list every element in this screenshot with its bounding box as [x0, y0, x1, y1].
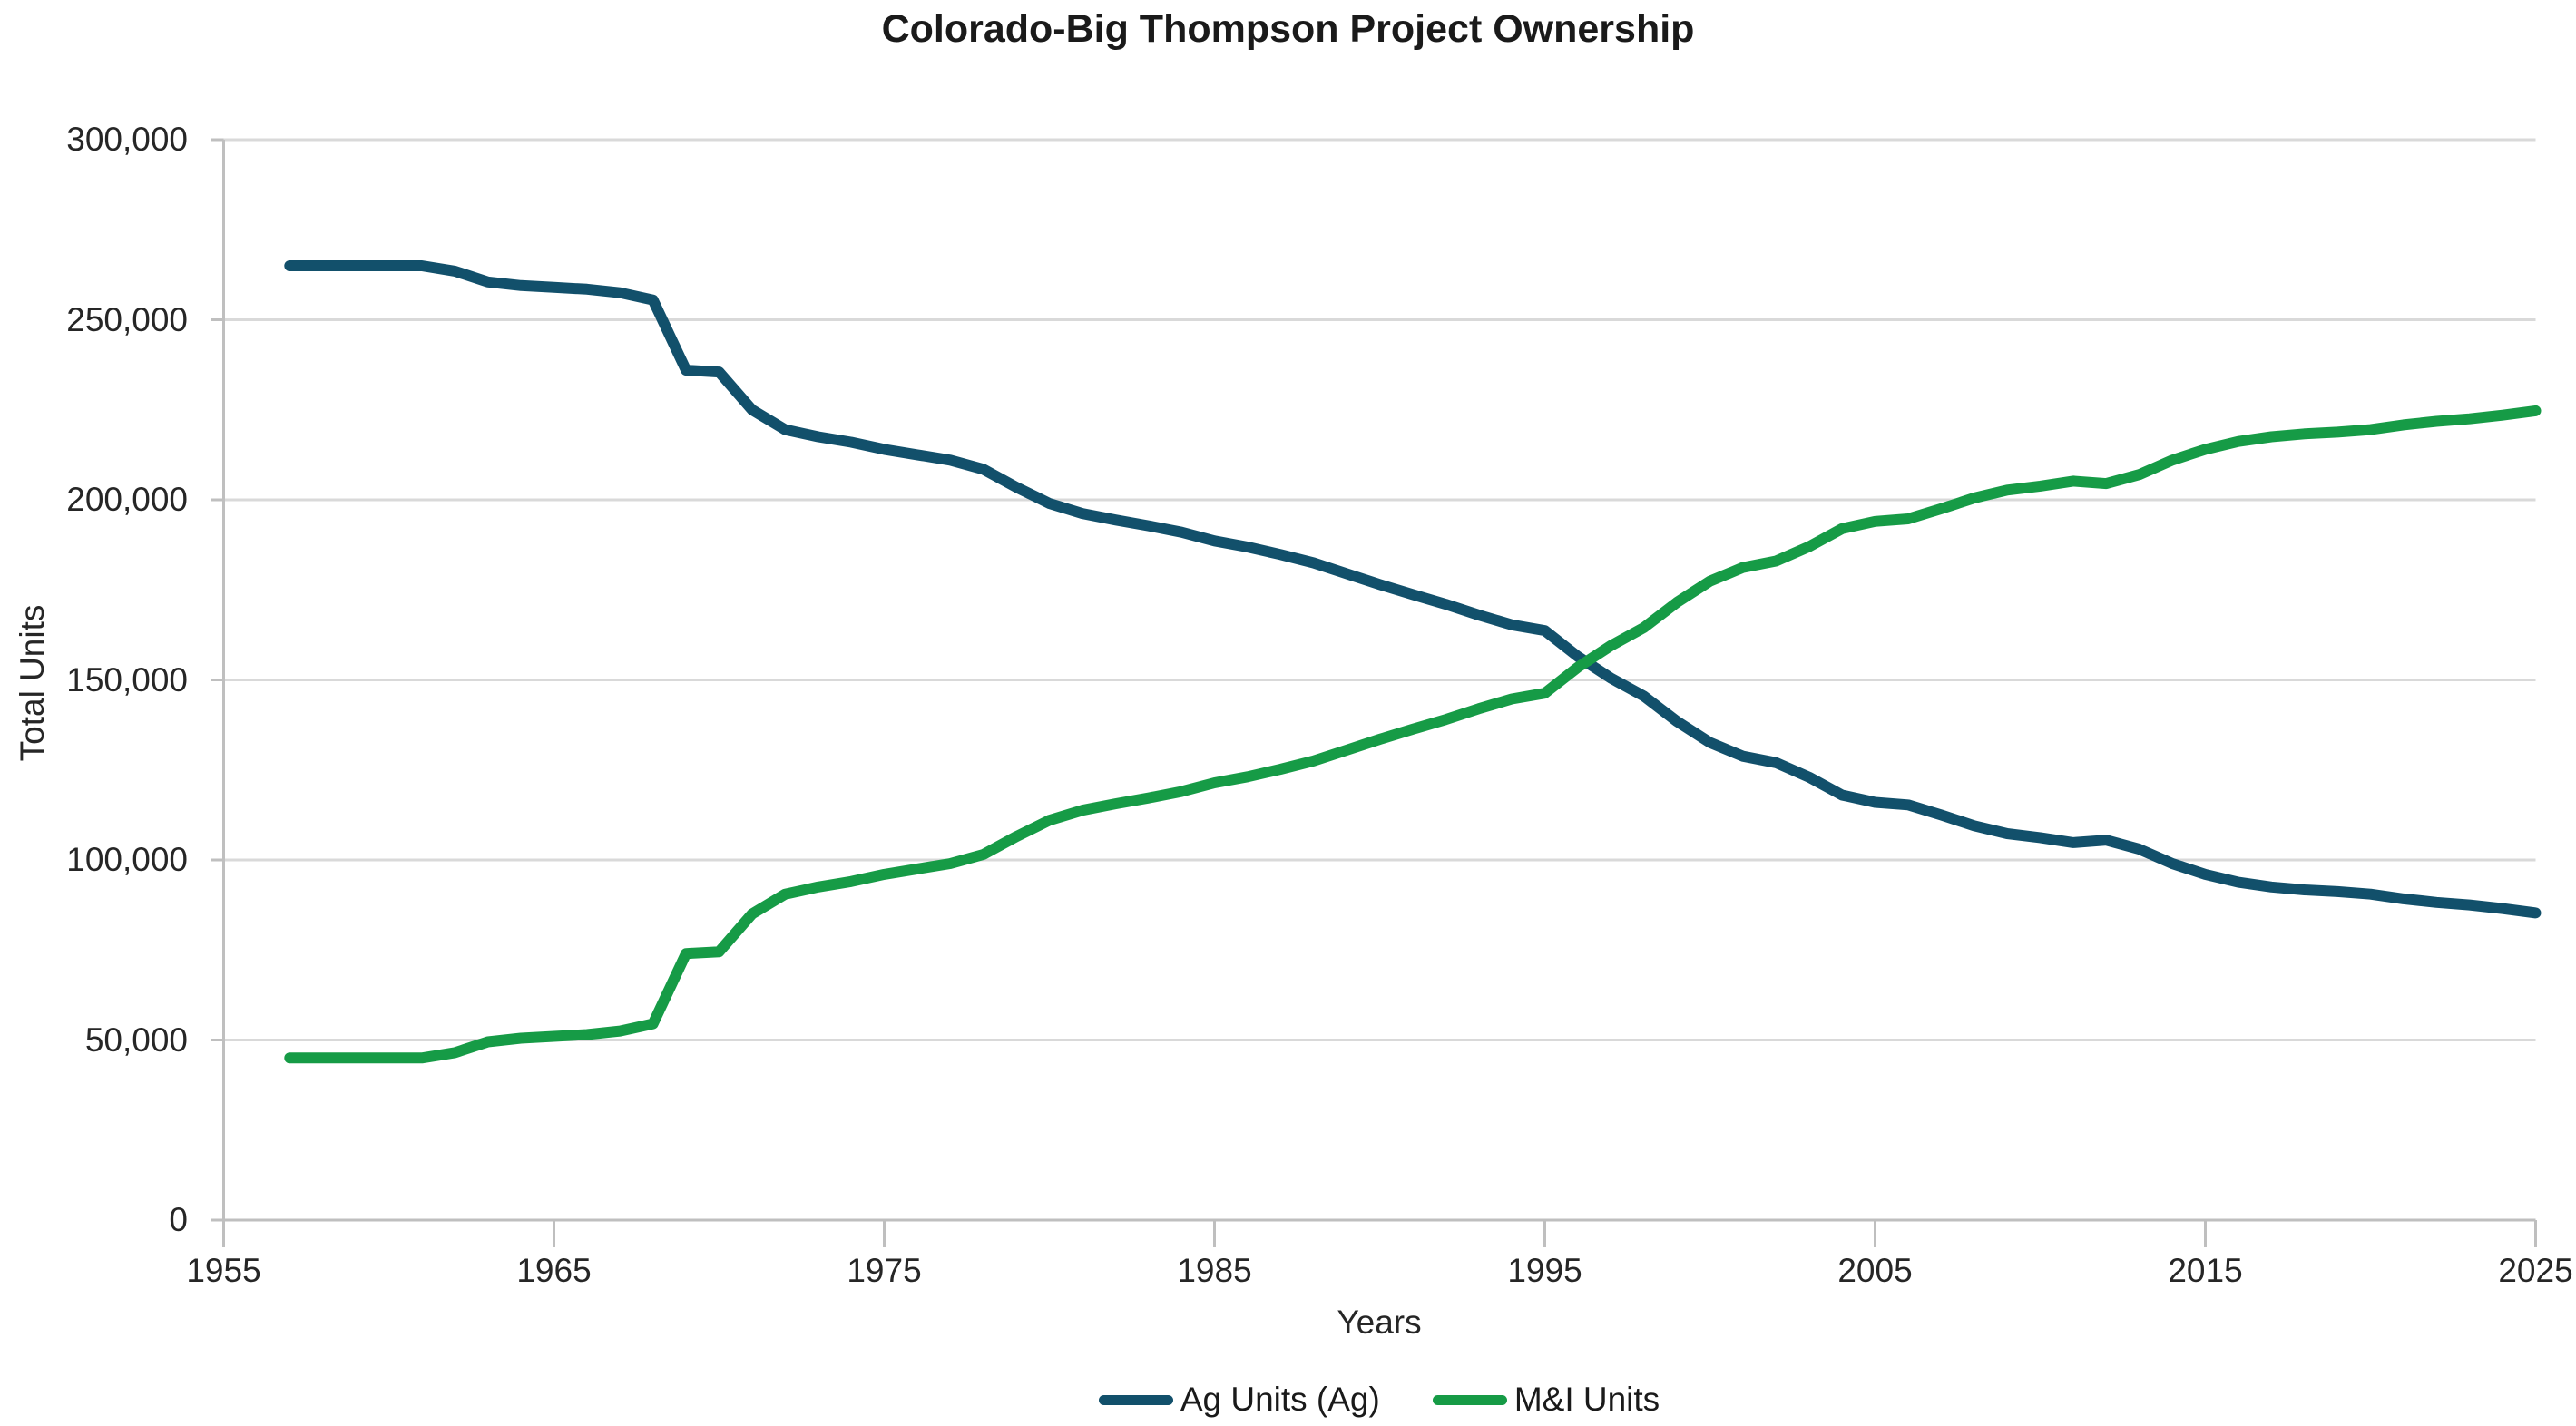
x-tick-label: 2015 [2168, 1252, 2243, 1289]
y-tick-label: 300,000 [66, 121, 188, 158]
x-tick-label: 1965 [516, 1252, 592, 1289]
mi-line-swatch-icon [1432, 1394, 1507, 1405]
series-line-0 [284, 260, 2542, 919]
ag-line-swatch-icon [1098, 1394, 1173, 1405]
series-line-1 [284, 405, 2542, 1064]
gridlines-group [223, 138, 2536, 1041]
chart-title: Colorado-Big Thompson Project Ownership [881, 7, 1695, 51]
series-group [284, 260, 2542, 1064]
y-tick-label: 0 [169, 1201, 188, 1238]
legend-label-mi: M&I Units [1513, 1381, 1660, 1418]
y-axis-title: Total Units [14, 604, 51, 762]
x-tick-label: 1955 [186, 1252, 261, 1289]
x-tick-label: 1995 [1507, 1252, 1582, 1289]
y-tick-label: 150,000 [66, 660, 188, 698]
x-tick-label: 1985 [1177, 1252, 1252, 1289]
y-tick-label: 50,000 [84, 1021, 188, 1059]
legend-item-mi: M&I Units [1432, 1381, 1660, 1419]
axes-group [211, 138, 2537, 1247]
legend-item-ag: Ag Units (Ag) [1098, 1381, 1380, 1419]
x-axis-title: Years [1337, 1304, 1422, 1341]
x-tick-label: 2025 [2498, 1252, 2573, 1289]
x-tick-label: 2005 [1837, 1252, 1913, 1289]
legend-label-ag: Ag Units (Ag) [1180, 1381, 1380, 1418]
y-tick-label: 100,000 [66, 841, 188, 878]
x-tick-label: 1975 [847, 1252, 922, 1289]
y-tick-label: 200,000 [66, 481, 188, 518]
y-tick-label: 250,000 [66, 300, 188, 338]
legend: Ag Units (Ag) M&I Units [223, 1381, 2535, 1419]
